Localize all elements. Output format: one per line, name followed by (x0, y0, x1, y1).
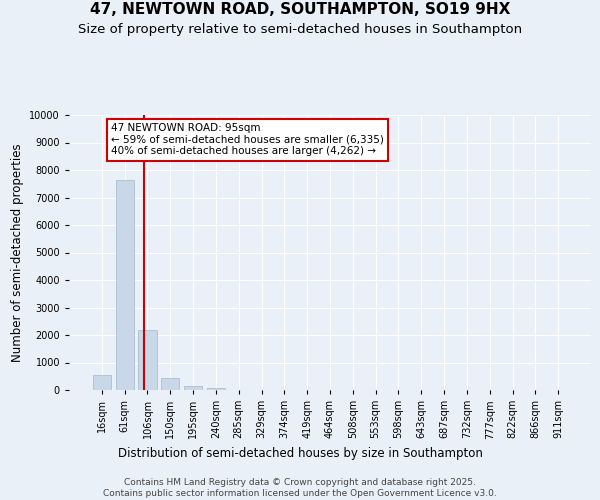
Text: 47, NEWTOWN ROAD, SOUTHAMPTON, SO19 9HX: 47, NEWTOWN ROAD, SOUTHAMPTON, SO19 9HX (90, 2, 510, 18)
Text: Distribution of semi-detached houses by size in Southampton: Distribution of semi-detached houses by … (118, 448, 482, 460)
Bar (139, 330, 157, 390)
Bar (184, 386, 202, 390)
Text: 47 NEWTOWN ROAD: 95sqm
← 59% of semi-detached houses are smaller (6,335)
40% of : 47 NEWTOWN ROAD: 95sqm ← 59% of semi-det… (111, 123, 383, 156)
Text: Contains HM Land Registry data © Crown copyright and database right 2025.
Contai: Contains HM Land Registry data © Crown c… (103, 478, 497, 498)
Y-axis label: Number of semi-detached properties: Number of semi-detached properties (11, 143, 24, 362)
Bar (207, 388, 225, 390)
Bar (161, 378, 179, 390)
Text: Size of property relative to semi-detached houses in Southampton: Size of property relative to semi-detach… (78, 22, 522, 36)
Bar (93, 376, 111, 390)
Bar (116, 180, 134, 390)
